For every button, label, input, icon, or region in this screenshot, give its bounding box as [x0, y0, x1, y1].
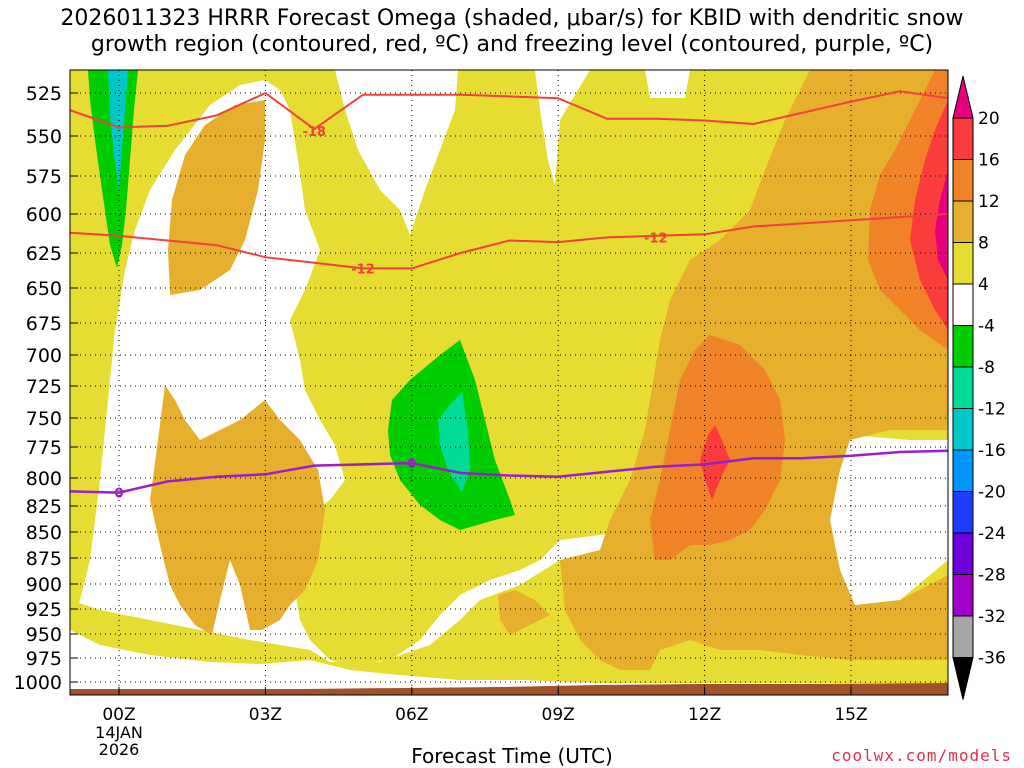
x-tick-label: 06Z — [395, 705, 428, 725]
colorbar-label: 4 — [978, 275, 989, 295]
y-tick-label: 525 — [26, 83, 62, 105]
colorbar-swatch — [952, 283, 974, 326]
colorbar-swatch — [952, 242, 974, 285]
colorbar-top-arrow — [952, 75, 974, 119]
chart-title-line-1: 2026011323 HRRR Forecast Omega (shaded, … — [60, 6, 964, 31]
contour-lines — [70, 90, 948, 494]
y-tick-label: 850 — [26, 522, 62, 544]
x-tick-sublabel: 2026 — [99, 740, 140, 759]
y-tick-label: 600 — [26, 204, 62, 226]
colorbar-swatch — [952, 574, 974, 617]
colorbar-swatch — [952, 532, 974, 575]
y-tick-label: 800 — [26, 468, 62, 490]
colorbar-label: -4 — [978, 317, 995, 337]
dendritic-contour--12 — [70, 213, 948, 270]
y-tick-label: 625 — [26, 243, 62, 265]
colorbar-label: -36 — [978, 649, 1006, 669]
contour-label: -18 — [302, 125, 326, 140]
y-tick-label: 700 — [26, 345, 62, 367]
y-tick-label: 725 — [26, 376, 62, 398]
y-tick-label: 1000 — [14, 672, 62, 694]
colorbar-label: -28 — [978, 566, 1006, 586]
y-tick-label: 950 — [26, 624, 62, 646]
colorbar-swatch — [952, 159, 974, 202]
omega-shading — [70, 70, 948, 695]
y-tick-label: 650 — [26, 278, 62, 300]
y-tick-label: 550 — [26, 126, 62, 148]
x-tick-label: 12Z — [688, 705, 721, 725]
colorbar-label: 16 — [978, 151, 1000, 171]
colorbar: 20 16 12 8 4 -4 -8 -12 -16 -20 -24 -28 -32 -36 — [952, 75, 1006, 700]
contour-label: -12 — [351, 262, 375, 277]
y-tick-label: 975 — [26, 648, 62, 670]
contour-label: 0 — [114, 487, 123, 502]
x-tick-label: 03Z — [249, 705, 282, 725]
colorbar-swatch — [952, 408, 974, 451]
colorbar-label: -8 — [978, 358, 995, 378]
y-tick-label: 575 — [26, 166, 62, 188]
omega-region-magenta-right — [935, 170, 948, 280]
colorbar-swatch — [952, 491, 974, 534]
colorbar-label: -24 — [978, 524, 1006, 544]
y-axis: 525 550 575 600 625 650 675 700 725 750 775 800 825 8… — [14, 83, 78, 694]
omega-region-teal-center — [438, 392, 470, 492]
omega-region-yellow-main — [70, 70, 948, 665]
grid-lines — [70, 70, 948, 695]
y-tick-label: 875 — [26, 548, 62, 570]
y-tick-label: 900 — [26, 574, 62, 596]
contour-label: -12 — [644, 231, 668, 246]
x-tick-label: 15Z — [834, 705, 867, 725]
colorbar-label: -12 — [978, 400, 1006, 420]
colorbar-label: -16 — [978, 441, 1006, 461]
colorbar-swatch — [952, 200, 974, 243]
x-axis-label: Forecast Time (UTC) — [411, 744, 613, 768]
y-tick-label: 775 — [26, 437, 62, 459]
omega-region-green-top-left — [88, 70, 138, 268]
y-tick-label: 925 — [26, 599, 62, 621]
colorbar-label: -20 — [978, 483, 1006, 503]
x-tick-label: 09Z — [542, 705, 575, 725]
colorbar-swatch — [952, 449, 974, 492]
terrain-ground — [70, 683, 948, 695]
omega-region-teal-top-left — [108, 70, 128, 190]
y-tick-label: 675 — [26, 313, 62, 335]
colorbar-label: 20 — [978, 109, 1000, 129]
colorbar-label: 12 — [978, 192, 1000, 212]
plot-frame — [69, 69, 949, 696]
colorbar-swatch — [952, 325, 974, 368]
omega-region-orange-lower-left — [150, 385, 325, 635]
omega-region-orange-upper-left — [168, 100, 265, 295]
colorbar-bottom-arrow — [952, 657, 974, 700]
freezing-level-contour — [70, 449, 948, 494]
colorbar-swatch — [952, 615, 974, 658]
site-credit: coolwx.com/models — [831, 746, 1012, 765]
dendritic-contour--18 — [70, 90, 948, 131]
x-tick-sublabel: 14JAN — [95, 723, 143, 742]
colorbar-label: -32 — [978, 607, 1006, 627]
contour-label: 0 — [407, 457, 416, 472]
colorbar-swatch — [952, 117, 974, 160]
chart-title-line-2: growth region (contoured, red, ºC) and f… — [90, 32, 934, 57]
y-tick-label: 750 — [26, 408, 62, 430]
x-tick-label: 00Z — [102, 705, 135, 725]
contour-labels: -18 -12 -12 0 0 — [114, 125, 668, 502]
y-tick-label: 825 — [26, 496, 62, 518]
colorbar-label: 8 — [978, 234, 989, 254]
colorbar-swatch — [952, 366, 974, 409]
